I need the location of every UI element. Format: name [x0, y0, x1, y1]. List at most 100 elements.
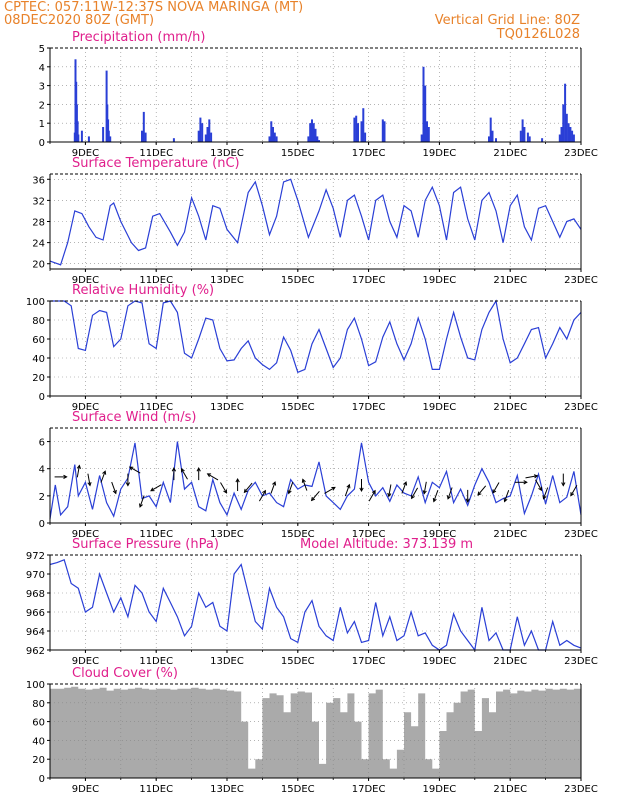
panel-5-xtick-label: 15DEC: [281, 784, 315, 795]
panel-2-xtick-label: 23DEC: [564, 402, 598, 413]
panel-1-xtick-label: 13DEC: [210, 275, 244, 286]
wind-vector: [288, 481, 294, 494]
wind-vector-head: [196, 467, 201, 472]
panel-0-bar: [141, 130, 143, 142]
wind-vector: [477, 485, 487, 496]
wind-vector-head: [422, 490, 427, 495]
panel-0-bar: [312, 123, 315, 142]
wind-vector-head: [542, 495, 547, 500]
wind-vector-head: [112, 489, 117, 495]
panel-5-xtick-label: 11DEC: [139, 784, 173, 795]
panel-5-xtick-label: 21DEC: [493, 784, 527, 795]
wind-vector: [423, 481, 427, 494]
panel-5-xtick-label: 19DEC: [423, 784, 457, 795]
panel-3-ytick-label: 4: [39, 465, 45, 476]
wind-vector: [433, 490, 439, 502]
wind-vector-head: [102, 470, 107, 475]
panel-1-ytick-label: 24: [32, 239, 45, 250]
panel-0-bar: [270, 121, 273, 142]
panel-4-xtick-label: 21DEC: [493, 656, 527, 667]
panel-0-bar: [489, 117, 492, 142]
panel-4-ytick-label: 964: [26, 627, 45, 638]
panel-0-bar: [521, 119, 524, 142]
wind-vector-head: [570, 492, 575, 497]
panel-4-xtick-label: 9DEC: [72, 656, 99, 667]
wind-vector-head: [359, 487, 364, 493]
panel-1-ytick-label: 28: [32, 218, 45, 229]
wind-vector: [139, 495, 145, 508]
wind-vector-head: [139, 503, 143, 508]
panel-0-bar: [362, 108, 365, 142]
panel-0-bar: [204, 134, 207, 142]
panel-0-bar: [307, 136, 310, 142]
panel-0-xtick-label: 17DEC: [352, 148, 386, 159]
wind-vector-head: [538, 486, 543, 492]
panel-2-ytick-label: 0: [39, 392, 45, 403]
wind-vector: [220, 482, 227, 494]
panel-0-bar: [364, 132, 367, 142]
panel-0-bar: [144, 132, 147, 142]
wind-vector: [244, 482, 253, 493]
panel-2-xtick-label: 17DEC: [352, 402, 386, 413]
panel-0-bar: [571, 130, 574, 142]
wind-vector-head: [223, 489, 228, 494]
panel-0-bar: [197, 130, 200, 142]
panel-4-xtick-label: 19DEC: [423, 656, 457, 667]
panel-1-xtick-label: 17DEC: [352, 275, 386, 286]
panel-4-ytick-label: 962: [26, 646, 45, 657]
panel-5-ytick-label: 100: [26, 680, 45, 691]
panel-5-ytick-label: 40: [32, 736, 45, 747]
panel-0-bar: [87, 136, 90, 142]
panel-3-ytick-label: 0: [39, 519, 45, 530]
wind-vector: [411, 487, 419, 499]
wind-vector-head: [287, 489, 292, 495]
wind-vector: [401, 481, 407, 494]
panel-0-bar: [201, 123, 204, 142]
wind-vector: [181, 468, 188, 480]
wind-vector: [270, 481, 276, 494]
wind-vector-head: [206, 473, 212, 478]
wind-vector-head: [561, 482, 566, 487]
panel-5-ytick-label: 80: [32, 699, 45, 710]
panel-3-ytick-label: 6: [39, 438, 45, 449]
panel-0-bar: [523, 127, 526, 142]
wind-vector-head: [523, 480, 528, 485]
wind-vector: [302, 479, 308, 491]
header-grid-line: Vertical Grid Line: 80Z: [434, 13, 580, 28]
panel-1-xtick-label: 19DEC: [423, 275, 457, 286]
panel-0-bar: [560, 127, 563, 142]
panel-0-ytick-label: 3: [39, 82, 45, 93]
wind-vector-head: [477, 491, 482, 496]
panel-0-bar: [422, 66, 425, 142]
panel-2-ytick-label: 60: [32, 335, 45, 346]
panel-0-bar: [316, 136, 319, 142]
panel-0-ytick-label: 5: [39, 44, 45, 55]
wind-vector-head: [125, 482, 131, 487]
wind-vector: [504, 490, 510, 502]
panel-3-xtick-label: 17DEC: [352, 529, 386, 540]
panel-0-bar: [381, 119, 384, 142]
panel-2-title: Relative Humidity (%): [72, 283, 214, 298]
panel-0-bar: [142, 111, 145, 142]
panel-0-bar: [424, 85, 427, 142]
panel-0-bar: [109, 136, 112, 142]
panel-0-bar: [427, 127, 430, 142]
panel-0-bar: [275, 136, 278, 142]
panel-1-xtick-label: 23DEC: [564, 275, 598, 286]
panel-3-ytick-label: 2: [39, 492, 45, 503]
wind-vector: [388, 484, 392, 497]
panel-0-bar: [273, 132, 276, 142]
panel-2-xtick-label: 13DEC: [210, 402, 244, 413]
panel-3-xtick-label: 19DEC: [423, 529, 457, 540]
panel-0-bar: [528, 136, 531, 142]
panel-0-xtick-label: 23DEC: [564, 148, 598, 159]
panel-0-bar: [102, 127, 105, 142]
wind-vector: [100, 471, 106, 483]
panel-5-xtick-label: 23DEC: [564, 784, 598, 795]
panel-0-bar: [569, 127, 572, 142]
wind-vector: [87, 473, 91, 486]
panel-2-xtick-label: 9DEC: [72, 402, 99, 413]
wind-vector-head: [171, 467, 177, 472]
panel-0-bar: [567, 123, 570, 142]
panel-2-xtick-label: 11DEC: [139, 402, 173, 413]
